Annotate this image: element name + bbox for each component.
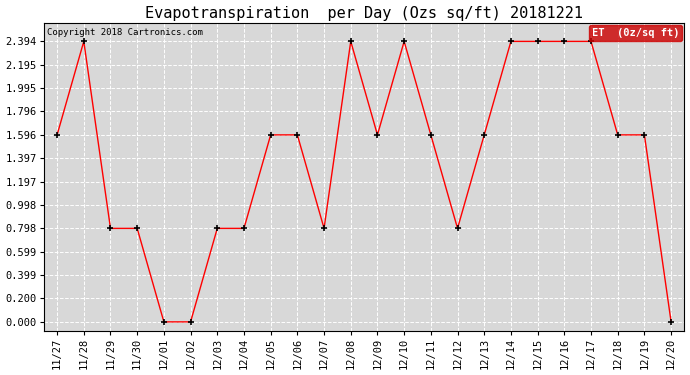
Title: Evapotranspiration  per Day (Ozs sq/ft) 20181221: Evapotranspiration per Day (Ozs sq/ft) 2… [145,6,583,21]
Text: Copyright 2018 Cartronics.com: Copyright 2018 Cartronics.com [47,28,203,37]
Legend: ET  (0z/sq ft): ET (0z/sq ft) [589,25,682,42]
